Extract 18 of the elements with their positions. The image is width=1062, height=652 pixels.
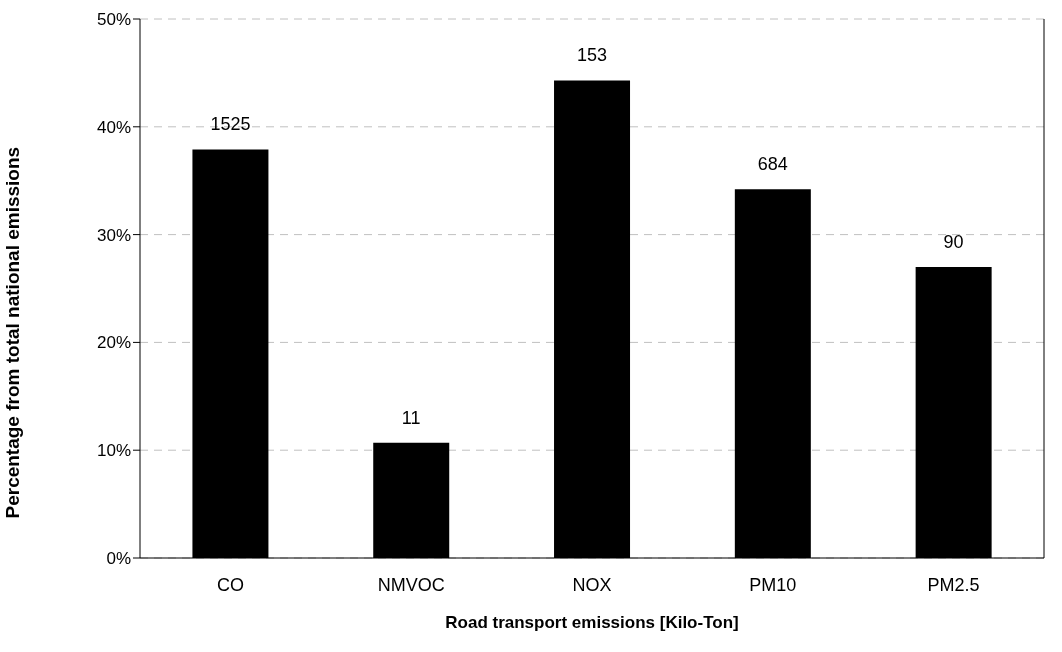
- x-tick-label: CO: [216, 574, 244, 595]
- x-tick-label: PM10: [749, 574, 797, 595]
- x-axis-title: Road transport emissions [Kilo-Ton]: [445, 613, 739, 632]
- y-tick-label: 20%: [96, 333, 131, 353]
- y-tick-label: 30%: [96, 225, 131, 245]
- annotation: 90: [943, 231, 964, 252]
- x-tick-label: NMVOC: [377, 574, 445, 595]
- y-tick-label: 40%: [96, 117, 131, 137]
- x-tick-label: PM2.5: [927, 574, 980, 595]
- annotation: 684: [757, 154, 788, 175]
- y-axis-title: Percentage from total national emissions: [1, 146, 23, 519]
- annotation: 11: [401, 407, 421, 428]
- annotation: 1525: [210, 114, 251, 135]
- x-tick-label: NOX: [572, 574, 612, 595]
- annotation: 153: [576, 45, 608, 66]
- y-tick-label: 0%: [106, 549, 131, 569]
- y-tick-label: 50%: [96, 10, 131, 30]
- y-tick-label: 10%: [96, 441, 131, 461]
